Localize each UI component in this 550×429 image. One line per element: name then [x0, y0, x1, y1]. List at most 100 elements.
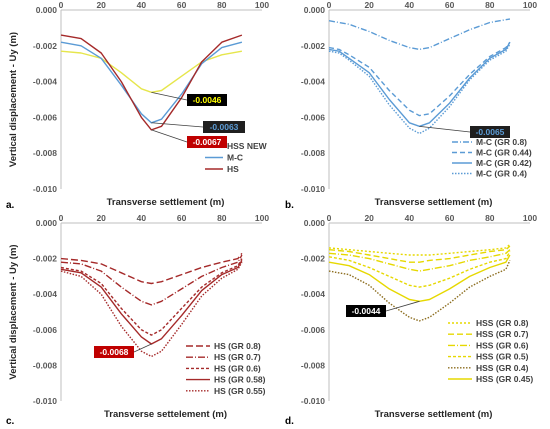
- series-line: [328, 249, 511, 272]
- x-tick-label: 20: [364, 213, 374, 223]
- series-line: [60, 50, 243, 94]
- series-line: [60, 261, 243, 358]
- x-tick-label: 0: [59, 0, 64, 10]
- y-tick-label: 0.000: [304, 218, 326, 228]
- chart-panel-3: 0 20 40 60 80 100 0.000 -0.002 -0.004 -0.006 -0.00…: [6, 213, 269, 427]
- y-tick-label: 0.000: [36, 5, 58, 15]
- callout-box: [470, 126, 510, 138]
- series-line: [60, 260, 243, 345]
- y-tick-label: -0.002: [33, 254, 57, 264]
- y-tick-label: -0.002: [301, 41, 325, 51]
- x-axis-label: Transverse settlement (m): [107, 197, 225, 208]
- series-line: [328, 254, 511, 302]
- y-tick-label: -0.010: [301, 396, 325, 406]
- legend-label: M-C (GR 0.44): [476, 148, 532, 158]
- y-tick-label: -0.004: [301, 77, 325, 87]
- y-tick-label: -0.008: [33, 360, 57, 370]
- callout-box: [346, 305, 386, 317]
- series-line: [328, 43, 511, 135]
- x-tick-label: 60: [445, 0, 455, 10]
- x-axis-label: Transverse settelement (m): [104, 409, 227, 420]
- x-tick-label: 20: [96, 0, 106, 10]
- x-tick-label: 100: [255, 0, 269, 10]
- callout-box: [94, 346, 134, 358]
- x-tick-label: 80: [485, 213, 495, 223]
- x-tick-label: 0: [327, 213, 332, 223]
- y-tick-label: -0.004: [33, 77, 57, 87]
- y-tick-label: -0.006: [301, 325, 325, 335]
- x-tick-label: 0: [327, 0, 332, 10]
- y-tick-label: -0.002: [301, 254, 325, 264]
- series-line: [328, 243, 511, 256]
- y-axis-label: Vertical displacement - Uy (m): [8, 244, 19, 379]
- series-line: [328, 41, 511, 117]
- x-tick-label: 80: [485, 0, 495, 10]
- series-line: [328, 245, 511, 263]
- y-tick-label: -0.006: [33, 325, 57, 335]
- callout-label: -0.0063: [210, 122, 239, 132]
- x-tick-label: 80: [217, 213, 227, 223]
- y-tick-label: -0.008: [301, 360, 325, 370]
- series-line: [328, 18, 511, 51]
- legend-label: HSS (GR 0.6): [476, 340, 529, 350]
- y-tick-label: -0.006: [301, 112, 325, 122]
- y-tick-label: -0.002: [33, 41, 57, 51]
- callout-leader: [151, 122, 204, 128]
- x-tick-label: 60: [177, 0, 187, 10]
- chart-panel-4: 0 20 40 60 80 100 0.000 -0.002 -0.004 -0.006 -0.00…: [285, 213, 537, 427]
- legend-label: HSS (GR 0.7): [476, 329, 529, 339]
- x-tick-label: 40: [137, 0, 147, 10]
- x-tick-label: 0: [59, 213, 64, 223]
- x-axis-label: Transverse settlement (m): [375, 409, 493, 420]
- callout-leader: [151, 129, 188, 143]
- legend-label: HSS (GR 0.45): [476, 374, 533, 384]
- callout-leader: [419, 125, 471, 133]
- series-line: [60, 254, 243, 306]
- panel-label: b.: [285, 200, 294, 211]
- series-line: [60, 258, 243, 336]
- y-tick-label: -0.010: [301, 184, 325, 194]
- panel-label: a.: [6, 200, 15, 211]
- x-tick-label: 60: [177, 213, 187, 223]
- legend-label: HS (GR 0.8): [214, 341, 261, 351]
- callout-leader: [385, 300, 420, 312]
- x-tick-label: 40: [405, 0, 415, 10]
- series-line: [328, 260, 511, 322]
- series-line: [328, 251, 511, 288]
- legend-label: HS (GR 0.6): [214, 363, 261, 373]
- callout-box: [203, 121, 245, 133]
- legend-label: HS (GR 0.55): [214, 386, 266, 396]
- legend-label: HSS (GR 0.4): [476, 363, 529, 373]
- legend-label: HSS NEW: [227, 141, 268, 151]
- callout-label: -0.0044: [352, 306, 381, 316]
- x-tick-label: 40: [405, 213, 415, 223]
- panel-label: c.: [6, 416, 15, 427]
- series-line: [328, 41, 511, 128]
- y-tick-label: -0.010: [33, 396, 57, 406]
- series-line: [60, 41, 243, 124]
- y-tick-label: 0.000: [36, 218, 58, 228]
- callout-label: -0.0068: [100, 347, 129, 357]
- legend-label: HS (GR 0.58): [214, 375, 266, 385]
- callout-label: -0.0067: [193, 137, 222, 147]
- chart-panel-1: 0 20 40 60 80 100 0.000 -0.002 -0.004 -0.006 -0.00…: [6, 0, 269, 211]
- series-line: [60, 252, 243, 285]
- y-axis-label: Vertical displacement - Uy (m): [8, 32, 19, 167]
- x-tick-label: 20: [364, 0, 374, 10]
- legend-label: HS: [227, 164, 239, 174]
- legend-label: M-C: [227, 153, 243, 163]
- x-tick-label: 100: [523, 213, 537, 223]
- x-tick-label: 60: [445, 213, 455, 223]
- y-tick-label: -0.004: [33, 289, 57, 299]
- legend-label: HSS (GR 0.5): [476, 352, 529, 362]
- x-axis-label: Transverse settlement (m): [375, 197, 493, 208]
- legend-label: HS (GR 0.7): [214, 352, 261, 362]
- y-tick-label: -0.010: [33, 184, 57, 194]
- legend-label: HSS (GR 0.8): [476, 318, 529, 328]
- callout-box: [187, 136, 227, 148]
- x-tick-label: 100: [523, 0, 537, 10]
- legend-label: M-C (GR 0.4): [476, 169, 527, 179]
- y-tick-label: 0.000: [304, 5, 326, 15]
- callout-label: -0.0065: [476, 127, 505, 137]
